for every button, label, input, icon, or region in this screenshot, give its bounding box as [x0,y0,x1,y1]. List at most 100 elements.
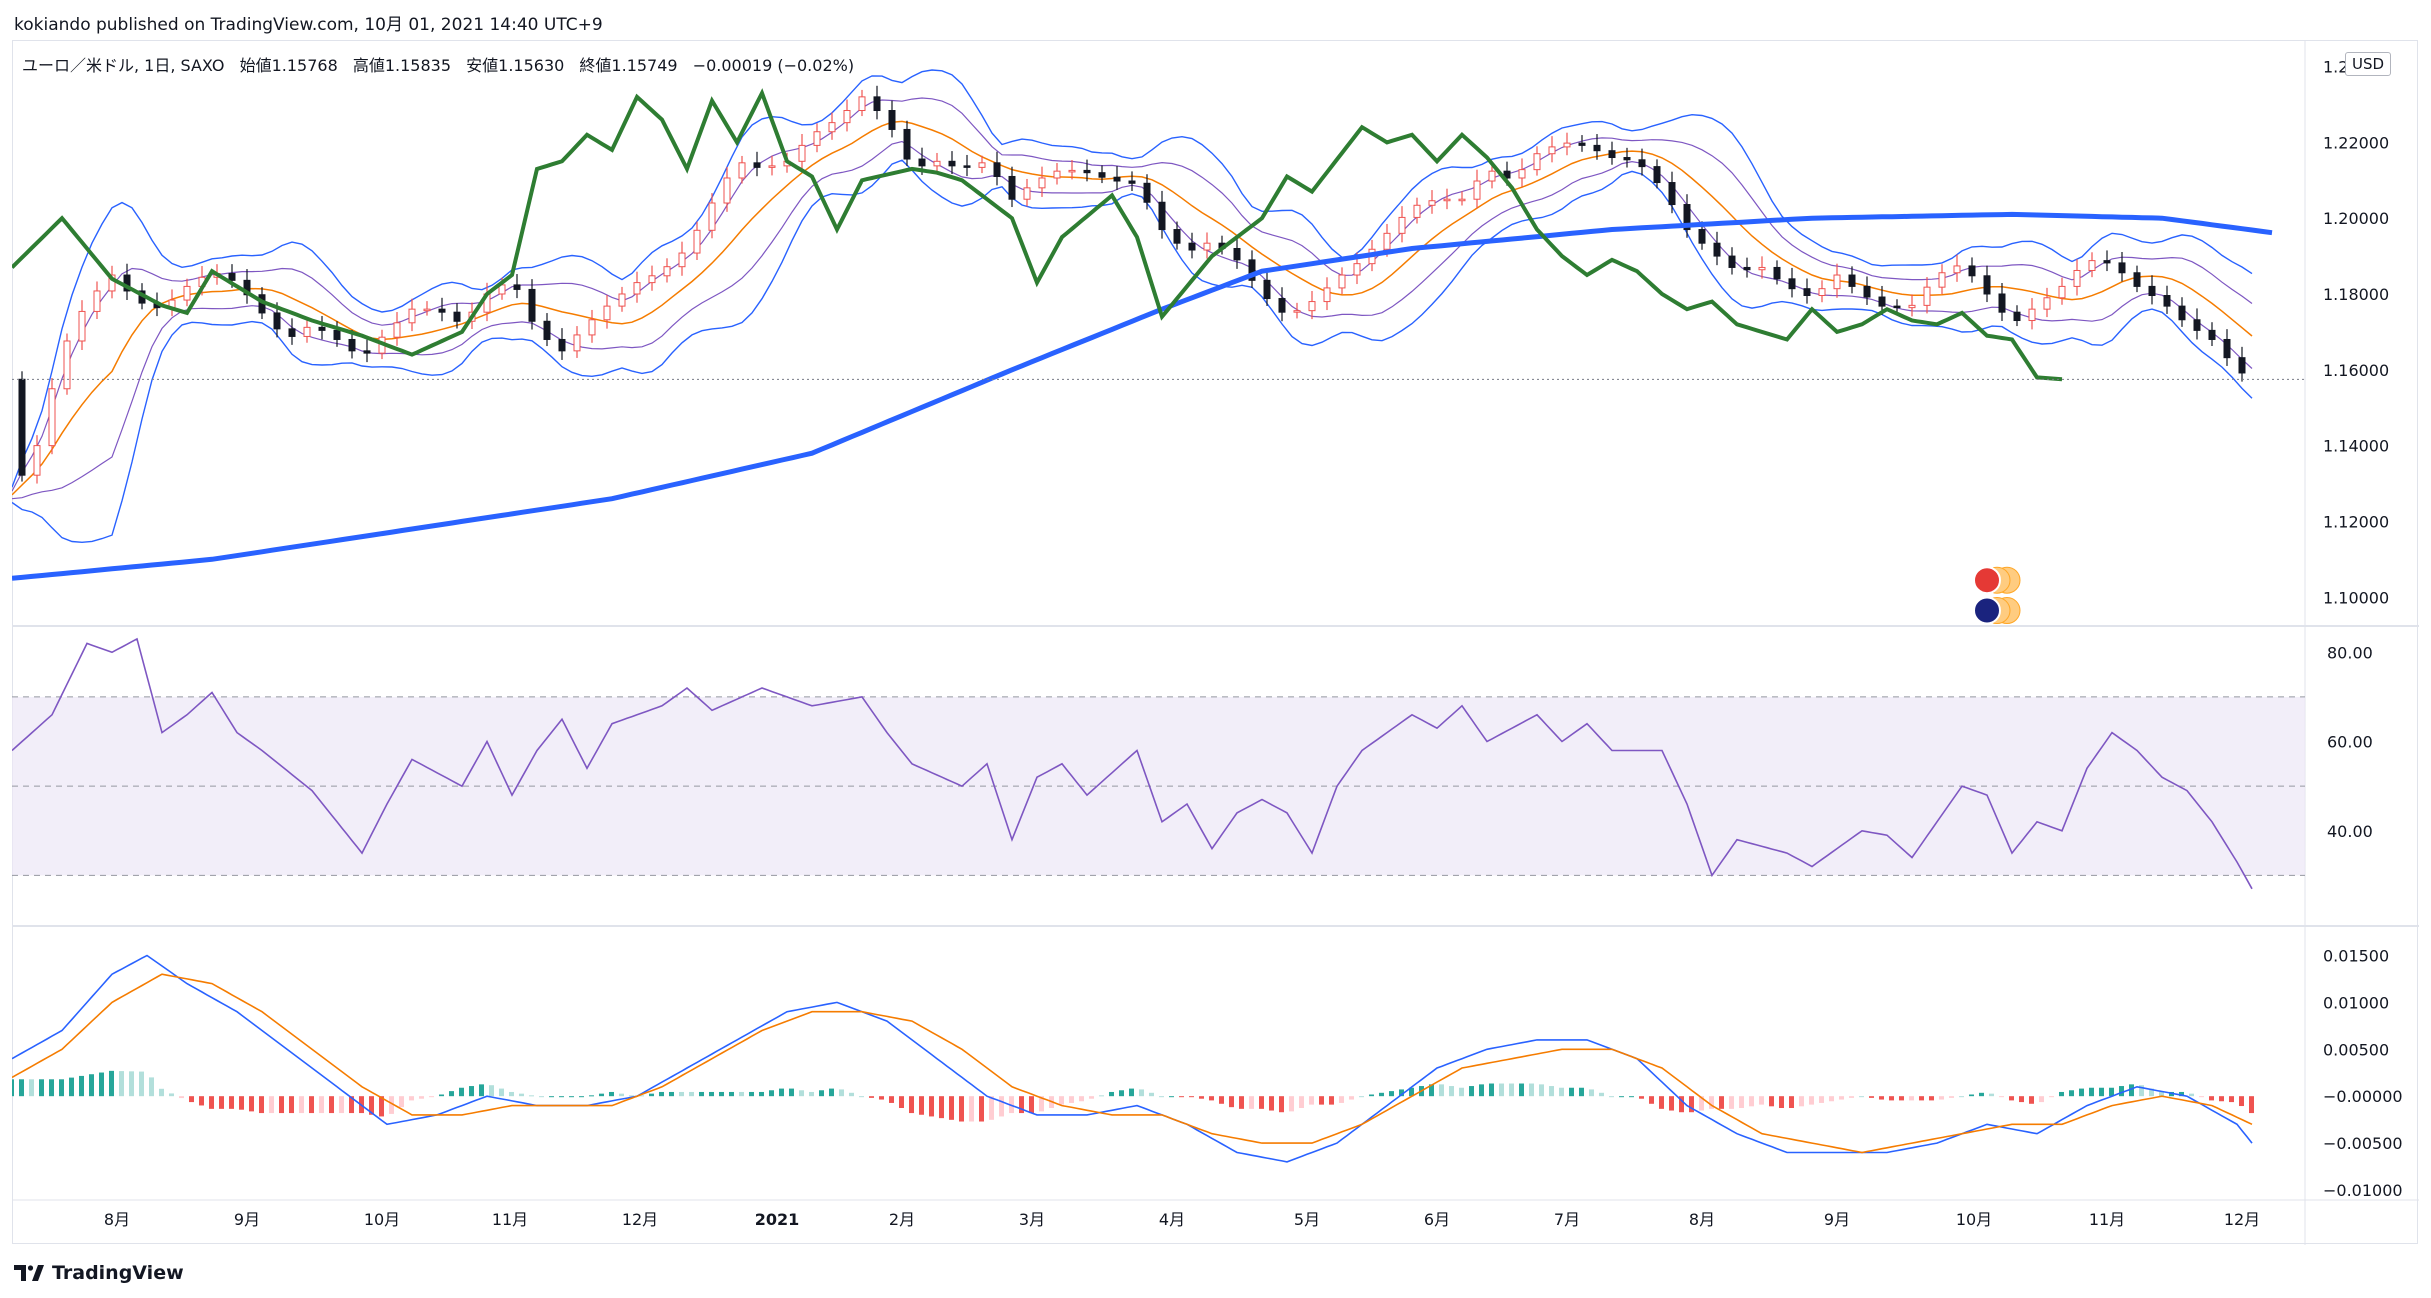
candle-body [618,293,626,307]
histogram-bar [2109,1087,2114,1097]
candle-body [1293,310,1301,313]
histogram-bar [419,1096,424,1099]
candle-body [663,266,671,277]
candle-body [2148,285,2156,297]
candle-body [1938,272,1946,288]
ohlc-values: 始値1.15768 高値1.15835 安値1.15630 終値1.15749 … [240,56,855,75]
histogram-bar [1999,1096,2004,1098]
candle-body [1578,142,1586,146]
us-flag-icon [1973,566,2001,595]
histogram-bar [1459,1087,1464,1097]
candle-body [1893,305,1901,309]
histogram-bar [1729,1096,1734,1109]
price-tick-label: 1.20000 [2323,209,2389,228]
histogram-bar [349,1096,354,1114]
candle-body [738,162,746,179]
candle-body [1128,180,1136,184]
candle-body [1383,232,1391,250]
histogram-bar [149,1077,154,1097]
candle-body [1443,198,1451,202]
histogram-bar [469,1086,474,1097]
histogram-bar [1439,1084,1444,1097]
histogram-bar [1579,1087,1584,1097]
candle-body [543,320,551,340]
histogram-bar [1189,1096,1194,1098]
histogram-bar [769,1090,774,1097]
histogram-bar [259,1096,264,1114]
histogram-bar [1739,1096,1744,1109]
histogram-bar [2219,1096,2224,1102]
currency-button[interactable]: USD [2345,52,2392,76]
candle-body [1653,166,1661,184]
histogram-bar [729,1091,734,1097]
histogram-bar [2069,1090,2074,1097]
histogram-bar [2229,1096,2234,1103]
candle-body [1248,259,1256,281]
histogram-bar [1909,1096,1914,1101]
candles [18,85,2246,484]
histogram-bar [1889,1096,1894,1101]
histogram-bar [1749,1096,1754,1107]
histogram-bar [1609,1096,1614,1098]
candle-body [978,162,986,168]
histogram-bar [389,1096,394,1114]
histogram-bar [1219,1096,1224,1104]
histogram-bar [309,1096,314,1114]
candle-body [1998,293,2006,313]
candle-body [1488,170,1496,182]
candle-body [1413,204,1421,218]
candle-body [528,288,536,322]
event-flags [1973,566,2021,625]
candle-body [1818,288,1826,297]
candle-body [1323,287,1331,303]
histogram-bar [889,1096,894,1103]
histogram-bar [2089,1087,2094,1097]
histogram-bar [1379,1092,1384,1097]
histogram-bar [89,1074,94,1097]
candle-body [993,162,1001,177]
histogram-bar [1639,1096,1644,1099]
histogram-bar [1599,1092,1604,1097]
candle-body [1698,229,1706,244]
histogram-bar [1529,1083,1534,1097]
histogram-bar [639,1095,644,1097]
histogram-bar [1109,1091,1114,1097]
open-value: 1.15768 [271,56,338,75]
histogram-bar [539,1096,544,1098]
candle-body [813,131,821,146]
histogram-bar [219,1096,224,1109]
candle-body [2103,260,2111,264]
candle-body [1608,150,1616,159]
histogram-bar [569,1096,574,1098]
histogram-bar [1349,1096,1354,1100]
histogram-bar [1829,1096,1834,1102]
histogram-bar [2239,1096,2244,1107]
footer-brand[interactable]: TradingView [14,1262,184,1284]
macd-line [12,954,2253,1163]
high-value: 1.15835 [384,56,452,75]
eu-flag-icon [1973,596,2001,625]
histogram-bar [199,1096,204,1106]
histogram-bar [1399,1089,1404,1097]
price-tick-label: 1.16000 [2323,361,2389,380]
histogram-bar [339,1096,344,1114]
histogram-bar [1539,1084,1544,1097]
axes: 1.240001.220001.200001.180001.160001.140… [104,58,2403,1229]
candle-body [273,312,281,330]
price-tick-label: 1.14000 [2323,437,2389,456]
histogram-bar [1079,1096,1084,1102]
macd-histogram [12,1070,2254,1122]
candle-body [1233,247,1241,261]
histogram-bar [1659,1096,1664,1109]
footer-brand-label: TradingView [52,1262,184,1284]
symbol-label[interactable]: ユーロ／米ドル, 1日, SAXO [22,56,225,75]
histogram-bar [2009,1096,2014,1101]
histogram-bar [2119,1086,2124,1097]
candle-body [183,285,191,301]
candle-body [1158,201,1166,231]
chart-canvas[interactable]: 1.240001.220001.200001.180001.160001.140… [12,40,2419,1245]
histogram-bar [829,1088,834,1097]
candle-body [48,388,56,447]
histogram-bar [2149,1088,2154,1097]
candle-body [1518,169,1526,179]
